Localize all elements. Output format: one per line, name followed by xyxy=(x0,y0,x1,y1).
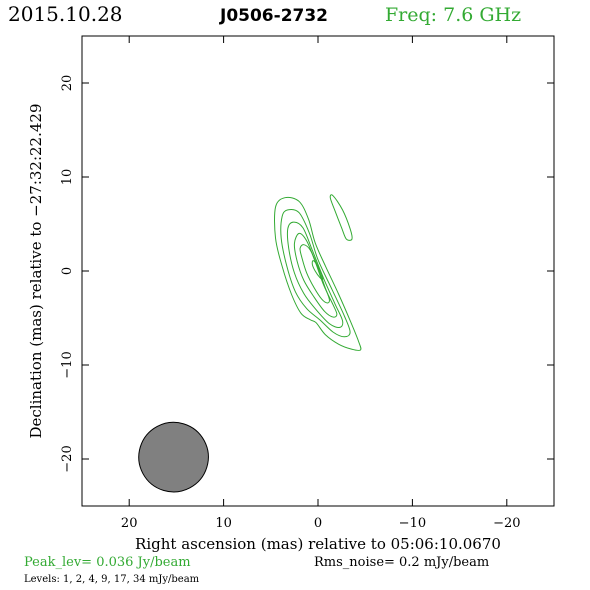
contour-level-1-1 xyxy=(329,194,353,241)
contour-level-4-3 xyxy=(286,221,344,329)
beam-layer xyxy=(138,421,209,493)
x-tick-label-1: 10 xyxy=(215,516,232,531)
beam-ellipse xyxy=(138,421,209,493)
contour-levels: Levels: 1, 2, 4, 9, 17, 34 mJy/beam xyxy=(24,574,200,585)
y-tick-label-1: 10 xyxy=(60,169,75,186)
contour-layer xyxy=(274,194,362,351)
x-tick-label-3: −10 xyxy=(399,516,426,531)
x-axis-label: Right ascension (mas) relative to 05:06:… xyxy=(135,535,501,553)
x-tick-label-4: −20 xyxy=(493,516,520,531)
frequency-label: Freq: 7.6 GHz xyxy=(385,4,521,26)
peak-level: Peak_lev= 0.036 Jy/beam xyxy=(24,555,191,570)
contour-level-34-6 xyxy=(311,260,324,281)
x-tick-label-0: 20 xyxy=(121,516,138,531)
rms-noise: Rms_noise= 0.2 mJy/beam xyxy=(314,555,489,570)
y-tick-label-2: 0 xyxy=(60,267,75,275)
ticks-layer xyxy=(82,36,554,506)
y-tick-label-3: −10 xyxy=(60,351,75,378)
y-tick-label-4: −20 xyxy=(60,445,75,472)
observation-date: 2015.10.28 xyxy=(8,2,123,26)
x-tick-label-2: 0 xyxy=(314,516,322,531)
tick-labels: 20 10 0 −10 −20 20 10 0 −10 −20 xyxy=(60,75,521,531)
y-axis-label: Declination (mas) relative to −27:32:22.… xyxy=(27,103,45,438)
source-name: J0506-2732 xyxy=(219,6,328,26)
contour-level-2-2 xyxy=(280,208,351,338)
y-tick-label-0: 20 xyxy=(60,75,75,92)
contour-level-1-0 xyxy=(274,196,362,351)
